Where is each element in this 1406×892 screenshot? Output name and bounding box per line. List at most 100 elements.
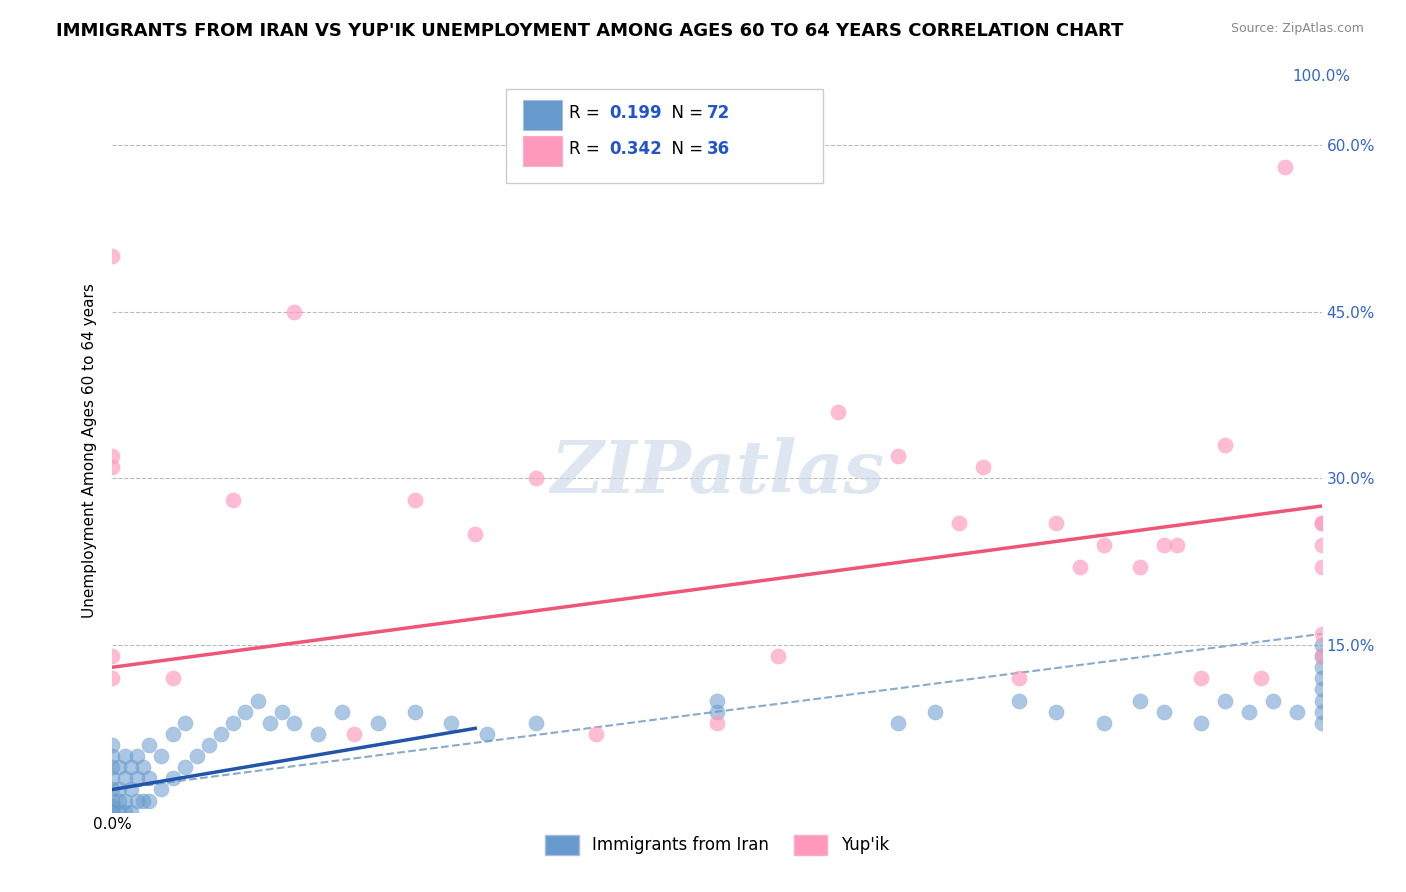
Point [524,715,547,730]
Text: 0.342: 0.342 [609,140,662,158]
Point [186,749,208,764]
Text: Source: ZipAtlas.com: Source: ZipAtlas.com [1230,22,1364,36]
Point [125,749,148,764]
Point [101,794,124,808]
Point [706,693,728,707]
Point [585,727,607,741]
Point [138,794,160,808]
Point [174,715,197,730]
Point [1310,638,1333,652]
Point [270,705,292,719]
Text: N =: N = [661,104,709,122]
Point [1237,705,1260,719]
Point [125,772,148,786]
Point [132,760,155,774]
Point [101,749,124,764]
Text: IMMIGRANTS FROM IRAN VS YUP'IK UNEMPLOYMENT AMONG AGES 60 TO 64 YEARS CORRELATIO: IMMIGRANTS FROM IRAN VS YUP'IK UNEMPLOYM… [56,22,1123,40]
Point [101,460,124,475]
Point [766,649,789,664]
Point [1213,693,1236,707]
Point [1092,715,1115,730]
Point [1263,693,1285,707]
Point [1189,671,1212,685]
Point [125,794,148,808]
Point [114,794,136,808]
Point [259,715,281,730]
Point [209,727,232,741]
Point [1310,649,1333,664]
Point [101,760,124,774]
Point [404,705,426,719]
Y-axis label: Unemployment Among Ages 60 to 64 years: Unemployment Among Ages 60 to 64 years [82,283,97,618]
Point [1069,560,1091,574]
Point [246,693,269,707]
Point [440,715,463,730]
Point [120,782,142,797]
Point [1310,560,1333,574]
Point [114,749,136,764]
Point [198,738,221,752]
Point [1166,538,1188,552]
Point [706,715,728,730]
Point [107,782,129,797]
Point [222,493,245,508]
Point [114,805,136,819]
Point [343,727,366,741]
Point [1310,516,1333,530]
Point [1153,538,1175,552]
Point [149,782,172,797]
Point [1129,693,1152,707]
Point [367,715,389,730]
Point [1092,538,1115,552]
Point [149,749,172,764]
Point [887,715,910,730]
Point [1310,682,1333,697]
Point [827,404,849,418]
Point [524,471,547,485]
Point [1310,693,1333,707]
Point [1153,705,1175,719]
Point [1250,671,1272,685]
Point [120,760,142,774]
Point [283,715,305,730]
Point [1213,438,1236,452]
Text: 36: 36 [707,140,730,158]
Point [174,760,197,774]
Point [1189,715,1212,730]
Point [706,705,728,719]
Point [101,249,124,263]
Point [101,449,124,463]
Point [162,772,184,786]
Point [101,799,124,814]
Text: R =: R = [569,104,606,122]
Point [101,772,124,786]
Point [120,805,142,819]
Point [107,760,129,774]
Point [101,782,124,797]
Text: N =: N = [661,140,709,158]
Point [222,715,245,730]
Point [972,460,994,475]
Point [1008,693,1031,707]
Point [464,526,486,541]
Point [948,516,970,530]
Point [1310,715,1333,730]
Point [1274,160,1296,174]
Point [924,705,946,719]
Point [283,304,305,318]
Text: R =: R = [569,140,606,158]
Point [101,649,124,664]
Point [307,727,329,741]
Point [1045,516,1067,530]
Text: 72: 72 [707,104,731,122]
Point [101,805,124,819]
Point [162,671,184,685]
Point [1045,705,1067,719]
Point [114,772,136,786]
Legend: Immigrants from Iran, Yup'ik: Immigrants from Iran, Yup'ik [538,829,896,861]
Point [101,671,124,685]
Point [404,493,426,508]
Point [101,738,124,752]
Point [1286,705,1309,719]
Point [1310,705,1333,719]
